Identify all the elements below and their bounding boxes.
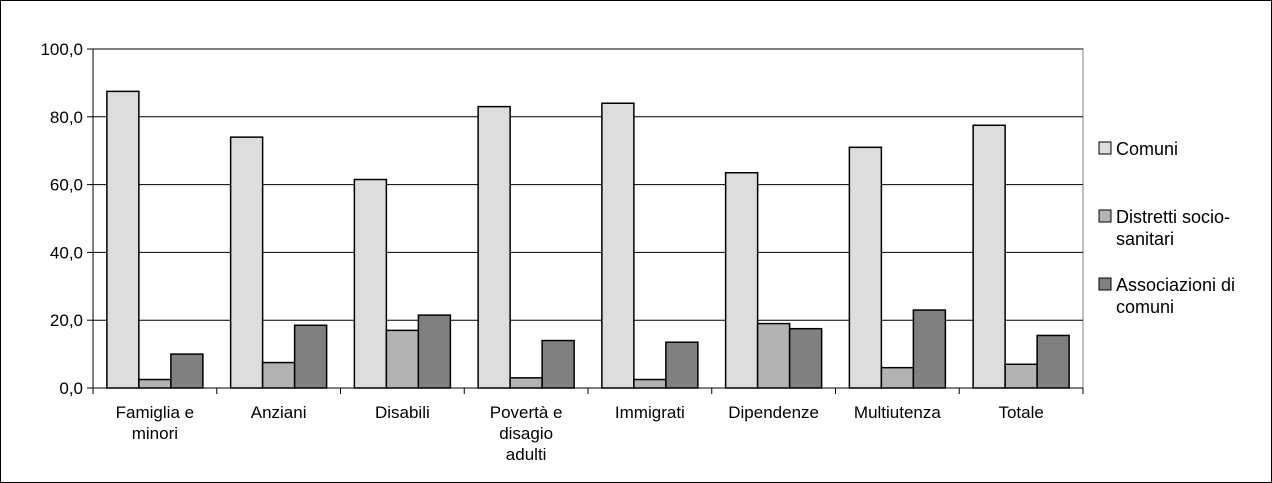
- y-tick-label: 20,0: [50, 311, 83, 330]
- bar-comuni-7: [972, 124, 1006, 389]
- bar-comuni-1: [229, 136, 264, 389]
- bar-distretti-socio-sanitari-2: [385, 329, 420, 389]
- legend-label: Comuni: [1116, 139, 1178, 159]
- bar-associazioni-di-comuni-5: [788, 327, 823, 389]
- x-tick-label: Disabili: [375, 403, 430, 422]
- y-tick-label: 60,0: [50, 176, 83, 195]
- bar-distretti-socio-sanitari-3: [509, 377, 543, 389]
- bar-distretti-socio-sanitari-7: [1004, 363, 1038, 389]
- x-tick-label: Totale: [998, 403, 1043, 422]
- bar-associazioni-di-comuni-1: [293, 324, 328, 389]
- legend-swatch: [1098, 277, 1112, 291]
- bar-distretti-socio-sanitari-6: [880, 366, 915, 389]
- x-tick-label: Anziani: [251, 403, 307, 422]
- tick-labels: 0,0 20,0 40,0 60,0 80,0 100,0 Famiglia e minori…: [40, 40, 1043, 464]
- legend: Comuni Distretti socio-sanitari Associazio…: [1098, 139, 1235, 317]
- bar-comuni-5: [724, 171, 759, 389]
- y-tick-label: 100,0: [40, 40, 83, 59]
- legend-swatch: [1098, 141, 1112, 155]
- x-tick-label: Multiutenza: [854, 403, 941, 422]
- legend-label: Distretti socio-sanitari: [1116, 207, 1230, 249]
- bar-associazioni-di-comuni-4: [665, 341, 699, 389]
- bar-associazioni-di-comuni-3: [541, 339, 575, 389]
- bar-associazioni-di-comuni-6: [912, 309, 947, 389]
- legend-swatch: [1098, 209, 1112, 223]
- bar-associazioni-di-comuni-2: [417, 314, 452, 389]
- bars: [106, 90, 1070, 389]
- bar-comuni-4: [601, 102, 635, 389]
- bar-comuni-6: [848, 146, 883, 389]
- legend-label: Associazioni di comuni: [1116, 275, 1235, 317]
- x-tick-label: Dipendenze: [728, 403, 819, 422]
- x-tick-label: Immigrati: [615, 403, 685, 422]
- x-tick-label: Famiglia e minori: [116, 403, 194, 443]
- bar-distretti-socio-sanitari-5: [756, 322, 791, 389]
- bar-distretti-socio-sanitari-1: [261, 361, 296, 389]
- bar-distretti-socio-sanitari-4: [633, 378, 667, 389]
- y-tick-label: 0,0: [59, 379, 83, 398]
- bar-comuni-2: [353, 178, 388, 389]
- bar-comuni-3: [477, 105, 511, 389]
- x-tick-label: Povertà e disagio adulti: [490, 403, 563, 464]
- y-tick-label: 40,0: [50, 243, 83, 262]
- bar-associazioni-di-comuni-7: [1036, 334, 1070, 389]
- bar-comuni-0: [106, 90, 140, 389]
- bar-associazioni-di-comuni-0: [170, 353, 204, 389]
- bar-distretti-socio-sanitari-0: [138, 378, 172, 389]
- axes: [87, 48, 1084, 394]
- y-tick-label: 80,0: [50, 108, 83, 127]
